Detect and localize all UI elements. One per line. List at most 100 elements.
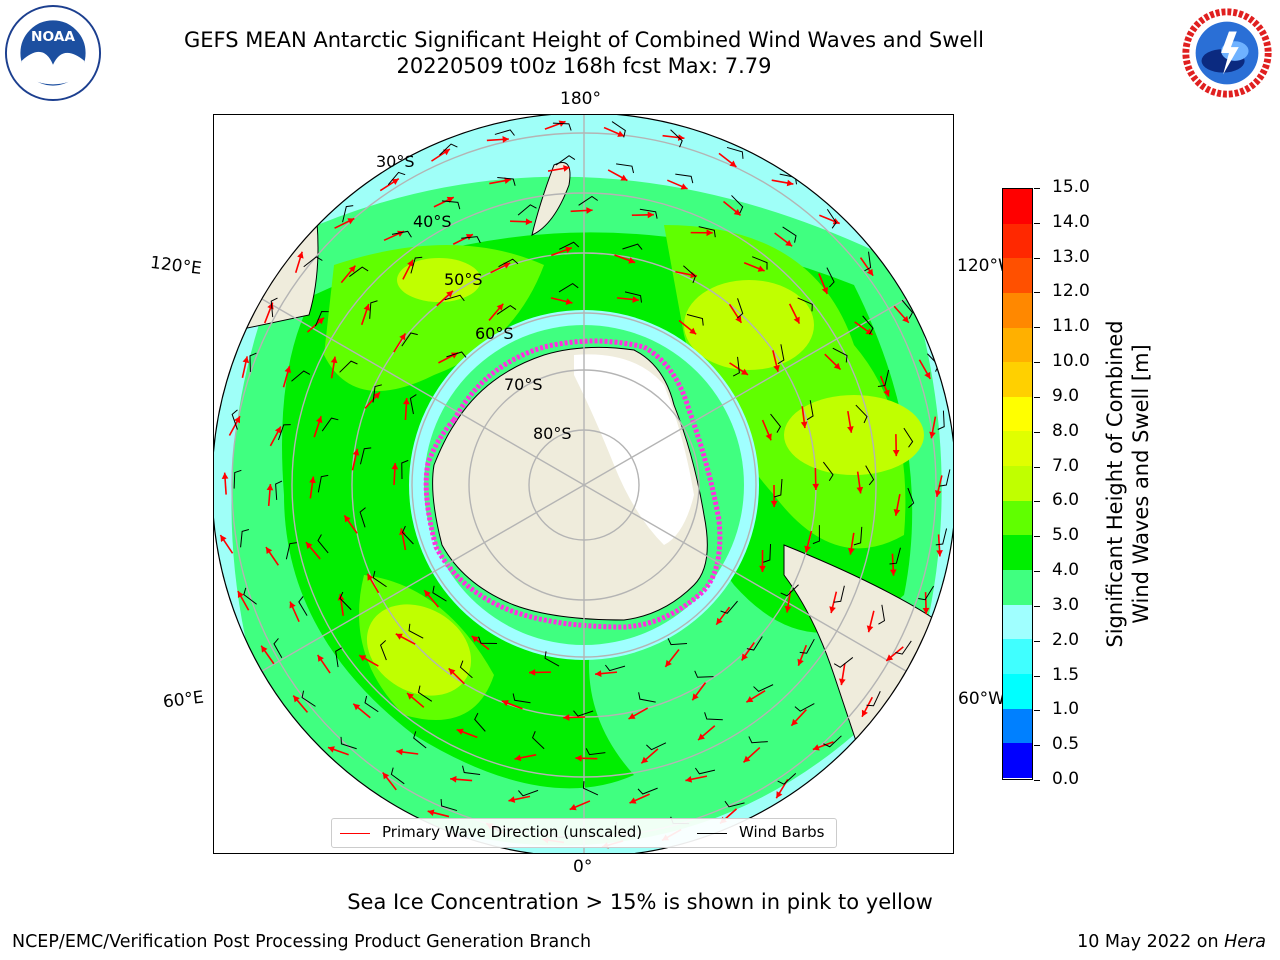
- wave-arrowhead: [309, 476, 316, 484]
- wave-arrowhead: [529, 669, 536, 676]
- wind-barb: [273, 638, 283, 658]
- wave-arrowhead: [446, 196, 454, 203]
- lon-label-120w: 120°W: [957, 256, 1015, 276]
- wind-barb: [298, 596, 308, 616]
- map-plot-area: [214, 115, 953, 853]
- wind-barb: [555, 155, 576, 166]
- wind-barb: [853, 526, 863, 546]
- wind-barb: [459, 660, 473, 679]
- wave-arrowhead: [563, 165, 570, 172]
- wind-barb: [364, 695, 379, 713]
- wave-patch-6m-d: [366, 604, 472, 696]
- colorbar-tick-label: 4.0: [1052, 560, 1080, 581]
- wave-arrowhead: [508, 796, 516, 803]
- colorbar-label-line2: Wind Waves and Swell [m]: [1129, 344, 1153, 624]
- wind-barb: [321, 417, 339, 432]
- map-title: GEFS MEAN Antarctic Significant Height o…: [183, 28, 985, 52]
- colorbar-label: Significant Height of Combined Wind Wave…: [1102, 274, 1154, 694]
- wave-arrowhead: [569, 804, 577, 811]
- colorbar-tick-label: 7.0: [1052, 455, 1080, 476]
- wave-arrowhead: [456, 728, 464, 735]
- wave-arrowhead: [344, 515, 351, 523]
- wind-barb: [903, 427, 914, 448]
- map-legend: Primary Wave Direction (unscaled) Wind B…: [331, 818, 837, 848]
- wind-barb: [753, 684, 774, 693]
- wave-arrowhead: [305, 542, 313, 549]
- wind-barb: [939, 469, 951, 487]
- wave-arrowhead: [391, 178, 399, 185]
- nws-logo: [1179, 5, 1275, 101]
- wind-barb: [694, 767, 716, 775]
- wind-barb: [408, 623, 424, 639]
- wind-barb: [401, 459, 409, 480]
- wind-barb: [746, 636, 763, 651]
- wave-arrowhead: [892, 449, 900, 457]
- colorbar-tick-label: 9.0: [1052, 385, 1080, 406]
- colorbar-tick: [1034, 536, 1040, 538]
- wave-arrowhead: [450, 775, 457, 783]
- wind-barb: [935, 528, 948, 546]
- wind-barb: [277, 424, 291, 441]
- legend-wave-swatch: [340, 833, 370, 834]
- wind-barb: [531, 731, 545, 750]
- colorbar-segment: [1003, 258, 1032, 293]
- colorbar-tick: [1034, 745, 1040, 747]
- map-subtitle: 20220509 t00z 168h fcst Max: 7.79: [396, 54, 772, 78]
- wind-barb: [552, 122, 572, 131]
- wind-barb: [372, 570, 387, 588]
- wind-barb: [401, 525, 414, 545]
- wind-barb: [889, 547, 901, 565]
- colorbar-tick-label: 0.0: [1052, 769, 1080, 789]
- svg-text:NOAA: NOAA: [31, 29, 75, 45]
- sea-ice-caption: Sea Ice Concentration > 15% is shown in …: [347, 890, 933, 914]
- wind-barb: [864, 251, 872, 272]
- wind-barb: [270, 297, 278, 318]
- wind-barb: [907, 487, 915, 509]
- wind-barb: [639, 208, 658, 219]
- colorbar-tick: [1034, 640, 1040, 642]
- wind-barb: [462, 765, 481, 776]
- wave-arrowhead: [886, 654, 894, 661]
- colorbar-tick-label: 15.0: [1052, 177, 1090, 197]
- lon-label-60e: 60°E: [161, 687, 205, 713]
- wind-barb: [694, 670, 714, 678]
- wave-arrowhead: [812, 483, 820, 491]
- wind-barb: [432, 585, 447, 602]
- lat-label-70s: 70°S: [504, 375, 543, 394]
- lon-label-120e: 120°E: [148, 252, 203, 280]
- wind-barb: [799, 638, 815, 654]
- wind-barb: [335, 647, 343, 668]
- wave-arrowhead: [743, 755, 751, 763]
- colorbar-segment: [1003, 604, 1032, 640]
- colorbar-tick: [1034, 466, 1040, 468]
- wind-barb: [233, 469, 242, 489]
- wind-barb: [559, 241, 580, 250]
- wind-barb: [339, 360, 358, 373]
- land-madagascar: [238, 746, 300, 782]
- colorbar-tick-label: 5.0: [1052, 525, 1080, 546]
- wind-barb: [410, 256, 423, 274]
- wind-barb: [777, 344, 785, 365]
- wind-barb: [731, 195, 744, 214]
- wave-arrowhead: [902, 315, 909, 323]
- colorbar-tick-label: 12.0: [1052, 281, 1090, 302]
- wave-arrowhead: [330, 356, 338, 364]
- wave-arrowhead: [839, 678, 846, 686]
- wave-arrowhead: [525, 218, 533, 226]
- wave-arrowhead: [680, 183, 688, 190]
- wind-barb: [724, 800, 745, 808]
- footer-branch: NCEP/EMC/Verification Post Processing Pr…: [12, 932, 592, 952]
- wave-arrowhead: [617, 130, 625, 137]
- wave-arrowhead: [832, 218, 840, 225]
- lon-label-180: 180°: [560, 89, 601, 109]
- colorbar-segment: [1003, 535, 1032, 571]
- wind-barb: [249, 352, 257, 372]
- wave-arrowhead: [629, 797, 637, 804]
- wave-arrowhead: [373, 392, 380, 400]
- colorbar-tick-label: 3.0: [1052, 594, 1080, 615]
- wind-barb: [243, 587, 257, 605]
- wind-barb: [823, 735, 842, 748]
- colorbar-tick: [1034, 501, 1040, 503]
- wind-barb: [683, 265, 696, 284]
- wind-barb: [409, 394, 417, 415]
